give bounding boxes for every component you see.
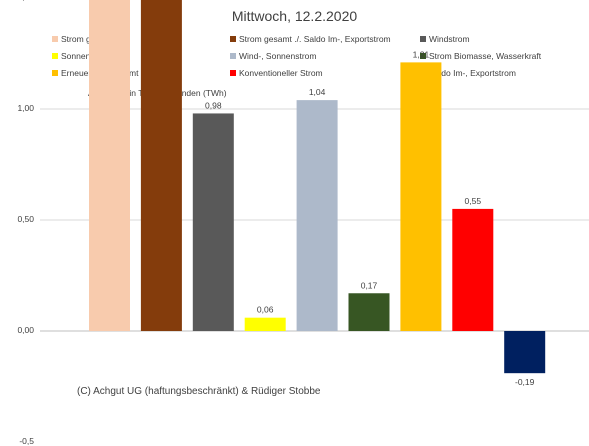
bar [400, 62, 442, 331]
legend-label: Wind-, Sonnenstrom [239, 51, 317, 61]
legend-swatch [230, 70, 236, 76]
data-label: 1,21 [413, 49, 430, 59]
bar [89, 0, 130, 331]
legend-swatch [230, 53, 236, 59]
data-label: 0,55 [465, 196, 482, 206]
legend-item: Konventioneller Strom [230, 68, 323, 78]
legend-item: Windstrom [420, 34, 470, 44]
legend-label: Saldo Im-, Exportstrom [429, 68, 516, 78]
y-tick-label: 1,00 [17, 103, 34, 113]
legend-label: Konventioneller Strom [239, 68, 323, 78]
bar [504, 331, 546, 374]
legend-swatch [420, 53, 426, 59]
y-tick-label: 0,00 [17, 325, 34, 335]
bar [452, 208, 494, 331]
legend-label: Strom Biomasse, Wasserkraft [429, 51, 542, 61]
legend-item: Strom gesamt ./. Saldo Im-, Exportstrom [230, 34, 391, 44]
data-label: 0,06 [257, 305, 274, 315]
legend-label: Windstrom [429, 34, 470, 44]
y-tick-label: -0,5 [19, 436, 34, 446]
legend-item: Strom Biomasse, Wasserkraft [420, 51, 541, 61]
legend-swatch [52, 70, 58, 76]
bar [140, 0, 182, 332]
legend-label: Strom gesamt ./. Saldo Im-, Exportstrom [239, 34, 391, 44]
bar [192, 113, 234, 331]
y-tick-label: 0,50 [17, 214, 34, 224]
bar [244, 317, 286, 331]
legend-swatch [52, 36, 58, 42]
chart-title: Mittwoch, 12.2.2020 [231, 8, 358, 24]
legend-label: Strom gesamt [61, 34, 114, 44]
data-label: 1,04 [309, 87, 326, 97]
data-label: -0,19 [515, 377, 535, 387]
legend-swatch [230, 36, 236, 42]
bar [348, 293, 390, 331]
y-tick-label: 1,50 [0, 0, 34, 2]
copyright-footer: (C) Achgut UG (haftungsbeschränkt) & Rüd… [77, 386, 321, 397]
data-label: 0,17 [361, 280, 378, 290]
legend-label: Sonnenstrom [61, 51, 112, 61]
plot-area: 1,761,570,980,061,040,171,210,55-0,19 [40, 0, 589, 387]
bar [296, 100, 338, 332]
legend-item: Wind-, Sonnenstrom [230, 51, 316, 61]
legend-item: Strom gesamt [52, 34, 114, 44]
data-label: 0,98 [205, 100, 222, 110]
legend-swatch [420, 36, 426, 42]
legend-swatch [52, 53, 58, 59]
legend-item: Sonnenstrom [52, 51, 112, 61]
